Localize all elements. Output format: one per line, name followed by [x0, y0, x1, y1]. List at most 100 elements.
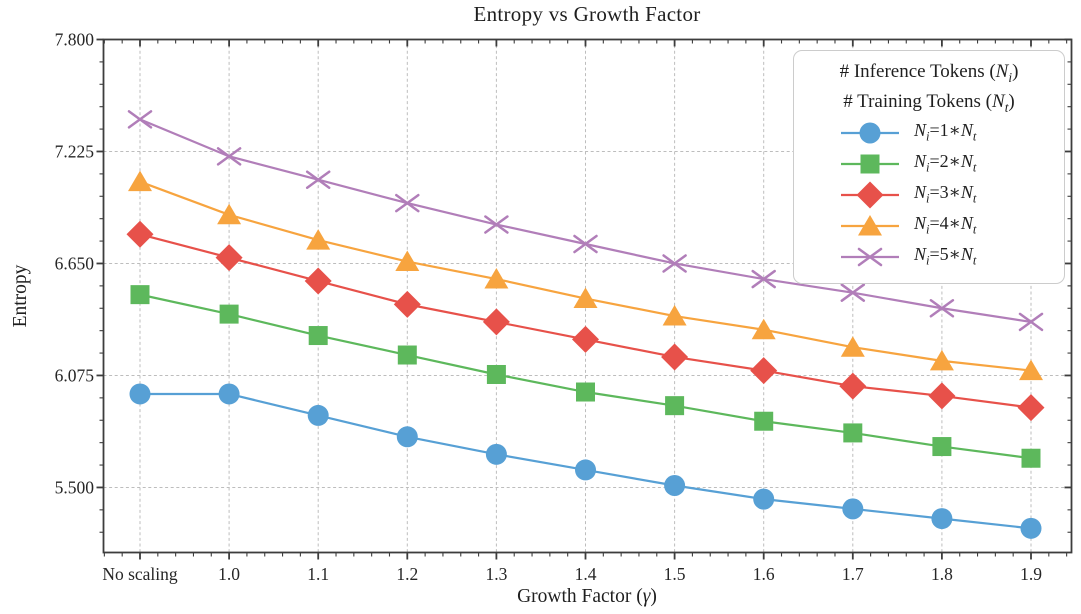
series-2-marker	[219, 304, 239, 324]
square-marker-icon	[841, 154, 899, 173]
x-tick-label: 1.9	[1020, 564, 1042, 584]
legend-title-line1: # Inference Tokens (Ni)	[839, 61, 1019, 85]
legend-item-label: Ni=5∗Nt	[914, 244, 977, 268]
legend-sample-marker	[860, 154, 880, 173]
series-3-marker	[839, 372, 867, 400]
triangle-marker-icon	[841, 214, 899, 235]
series-5-marker	[573, 234, 598, 254]
series-2-marker	[486, 364, 506, 384]
series-1-marker	[575, 459, 596, 481]
legend-box: # Inference Tokens (Ni) # Training Token…	[793, 50, 1065, 284]
y-tick-label: 5.500	[55, 477, 95, 497]
x-marker-icon	[841, 247, 899, 266]
series-4-marker	[929, 349, 954, 371]
legend-item-label: Ni=3∗Nt	[914, 182, 977, 206]
series-5-marker	[395, 193, 420, 213]
series-3-marker	[215, 244, 243, 272]
legend-sample-marker	[856, 181, 884, 208]
series-4-marker	[395, 250, 420, 272]
series-1-marker	[931, 508, 953, 530]
series-3-marker	[661, 343, 689, 371]
legend-sample-marker	[858, 214, 882, 235]
series-5-marker	[929, 299, 955, 318]
series-4-marker	[751, 318, 776, 340]
series-1-marker	[664, 475, 686, 497]
series-1-marker	[129, 383, 151, 405]
x-tick-label: 1.6	[753, 564, 775, 584]
series-1-marker	[1020, 517, 1042, 539]
x-tick-label: No scaling	[102, 564, 178, 584]
series-5-marker	[1018, 312, 1044, 332]
y-tick-label: 6.650	[55, 253, 95, 273]
series-3-marker	[572, 325, 599, 353]
legend-item-label: Ni=1∗Nt	[914, 120, 977, 144]
series-5-marker	[840, 283, 866, 302]
legend-item-2: Ni=2∗Nt	[794, 148, 1064, 179]
series-1-marker	[396, 426, 418, 448]
x-tick-label: 1.3	[485, 564, 507, 584]
series-4-marker	[128, 170, 152, 192]
x-tick-label: 1.4	[575, 564, 597, 584]
legend-sample-marker	[857, 247, 883, 266]
series-3-marker	[126, 220, 154, 248]
x-tick-label: 1.5	[664, 564, 686, 584]
series-1-marker	[485, 443, 507, 465]
series-2-marker	[843, 423, 863, 443]
circle-marker-icon	[841, 122, 899, 143]
series-4-marker	[484, 268, 509, 289]
series-2-marker	[932, 437, 952, 457]
legend-sample-marker	[859, 122, 881, 143]
x-tick-label: 1.0	[218, 564, 240, 584]
series-3-marker	[1017, 394, 1045, 422]
series-2-marker	[1021, 448, 1041, 468]
series-5-marker	[305, 170, 331, 189]
series-1-marker	[753, 488, 775, 510]
x-tick-label: 1.2	[396, 564, 418, 584]
series-3-marker	[750, 357, 778, 385]
plot-spines	[102, 38, 1073, 554]
series-4-marker	[1019, 359, 1043, 381]
y-tick-label: 7.225	[55, 141, 95, 161]
series-4-marker	[662, 305, 687, 326]
x-tick-label: 1.8	[931, 564, 953, 584]
series-5-marker	[127, 110, 153, 129]
series-3-marker	[928, 382, 956, 410]
series-5-marker	[216, 147, 242, 166]
series-1-marker	[307, 404, 329, 426]
series-2-marker	[754, 411, 774, 431]
series-3-marker	[304, 267, 332, 295]
series-5-marker	[662, 254, 687, 273]
series-1-marker	[218, 383, 240, 405]
series-2-marker	[665, 396, 685, 416]
series-5-marker	[751, 269, 776, 289]
legend-entries: Ni=1∗Nt Ni=2∗Nt Ni=3∗Nt Ni=4∗Nt Ni=5∗Nt	[794, 117, 1064, 272]
x-tick-label: 1.7	[842, 564, 864, 584]
series-4-marker	[573, 287, 598, 309]
series-2-marker	[130, 285, 150, 305]
series-3-marker	[393, 290, 421, 318]
series-4-marker	[306, 229, 331, 250]
legend-item-5: Ni=5∗Nt	[794, 241, 1064, 272]
legend-item-3: Ni=3∗Nt	[794, 179, 1064, 210]
legend-title-line2: # Training Tokens (Nt)	[843, 91, 1015, 115]
chart-title: Entropy vs Growth Factor	[473, 2, 701, 26]
series-1-marker	[842, 498, 864, 520]
y-tick-label: 7.800	[55, 30, 95, 50]
y-axis-label: Entropy	[10, 264, 31, 328]
series-5-marker	[484, 215, 509, 234]
series-2-marker	[576, 382, 595, 402]
x-axis-label: Growth Factor (γ)	[517, 586, 657, 607]
diamond-marker-icon	[841, 181, 899, 208]
series-2-marker	[397, 345, 417, 365]
series-2-marker	[308, 326, 328, 346]
series-3-marker	[482, 308, 510, 336]
legend-item-label: Ni=4∗Nt	[914, 213, 977, 237]
series-4-marker	[217, 203, 242, 225]
legend-item-label: Ni=2∗Nt	[914, 151, 977, 175]
y-tick-label: 6.075	[55, 365, 95, 385]
legend-item-4: Ni=4∗Nt	[794, 210, 1064, 241]
legend-item-1: Ni=1∗Nt	[794, 117, 1064, 148]
x-tick-label: 1.1	[307, 564, 329, 584]
